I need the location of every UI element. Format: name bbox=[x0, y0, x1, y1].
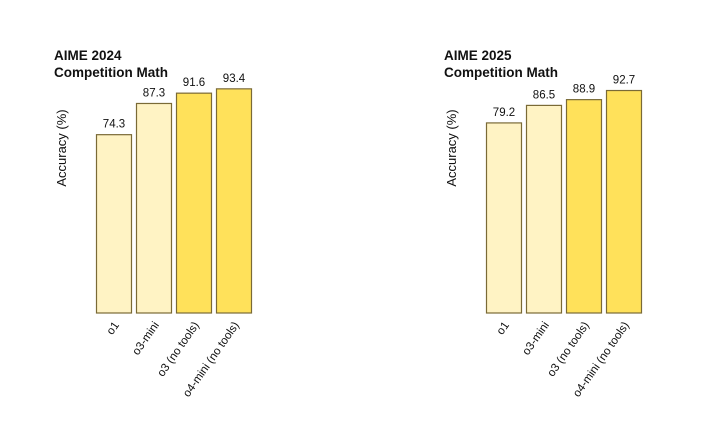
bar bbox=[565, 99, 603, 314]
x-tick-label: o3 (no tools) bbox=[545, 320, 592, 379]
x-tick-label: o1 bbox=[495, 320, 512, 337]
chart-title: AIME 2024 bbox=[54, 48, 122, 63]
bar-chart-aime-2024: Accuracy (%) 74.3 o1 87.3 o3-mini 91.6 o3 (no … bbox=[54, 73, 253, 399]
bar bbox=[215, 88, 253, 314]
data-label: 91.6 bbox=[183, 77, 205, 89]
bar bbox=[95, 134, 133, 314]
bar bbox=[135, 102, 173, 314]
y-axis-label: Accuracy (%) bbox=[54, 109, 69, 186]
data-label: 92.7 bbox=[613, 75, 635, 87]
bar-chart-aime-2025: Accuracy (%) 79.2 o1 86.5 o3-mini 88.9 o3 (no … bbox=[444, 75, 643, 399]
bar bbox=[485, 122, 523, 314]
bar bbox=[605, 89, 643, 314]
chart-title-block: AIME 2024 Competition Math bbox=[54, 47, 168, 81]
y-axis-label: Accuracy (%) bbox=[444, 109, 459, 186]
x-tick-label: o3 (no tools) bbox=[155, 320, 202, 379]
data-label: 88.9 bbox=[573, 84, 595, 96]
data-label: 87.3 bbox=[143, 87, 165, 99]
chart-title-block: AIME 2025 Competition Math bbox=[444, 47, 558, 81]
x-tick-label: o3-mini bbox=[520, 320, 551, 358]
x-tick-label: o3-mini bbox=[130, 320, 161, 358]
data-label: 79.2 bbox=[493, 107, 515, 119]
bar bbox=[175, 92, 213, 314]
data-label: 93.4 bbox=[223, 73, 246, 85]
x-tick-label: o1 bbox=[105, 320, 122, 337]
data-label: 74.3 bbox=[103, 119, 125, 131]
chart-subtitle: Competition Math bbox=[54, 65, 168, 80]
data-label: 86.5 bbox=[533, 89, 555, 101]
chart-title: AIME 2025 bbox=[444, 48, 512, 63]
chart-panel-aime-2025: AIME 2025 Competition Math Accuracy (%) 7… bbox=[351, 0, 702, 433]
bar bbox=[525, 104, 563, 314]
chart-subtitle: Competition Math bbox=[444, 65, 558, 80]
chart-panel-aime-2024: AIME 2024 Competition Math Accuracy (%) 7… bbox=[54, 47, 253, 399]
